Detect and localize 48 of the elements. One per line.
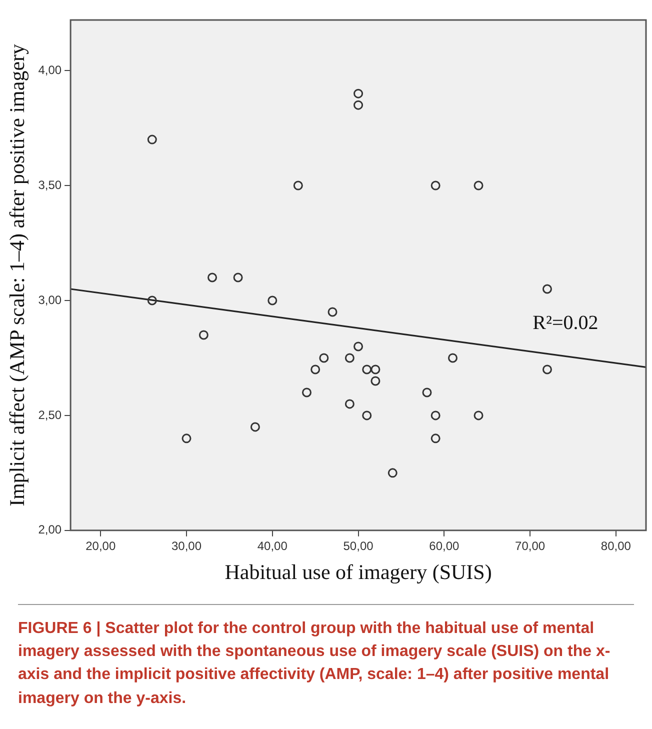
x-tick-label: 40,00 xyxy=(257,538,288,553)
annotation: R²=0.02 xyxy=(532,312,598,334)
point xyxy=(354,100,364,110)
x-tick-label: 50,00 xyxy=(343,538,374,553)
point xyxy=(370,376,380,386)
point xyxy=(328,307,338,317)
point xyxy=(302,388,312,398)
point xyxy=(542,364,552,374)
point xyxy=(147,134,157,144)
point xyxy=(250,422,260,432)
y-tick-label: 3,00 xyxy=(38,292,62,307)
y-axis-title: Implicit affect (AMP scale: 1–4) after positive imagery xyxy=(5,43,30,506)
y-tick-label: 3,50 xyxy=(38,178,62,192)
point xyxy=(430,434,440,444)
point xyxy=(370,364,380,374)
point xyxy=(354,342,364,352)
point xyxy=(448,353,458,363)
point xyxy=(542,284,552,294)
point xyxy=(293,180,303,190)
point xyxy=(388,468,398,478)
point xyxy=(362,364,372,374)
x-tick-label: 60,00 xyxy=(429,538,460,553)
point xyxy=(430,180,440,190)
point xyxy=(344,353,354,363)
point xyxy=(430,410,440,420)
point xyxy=(198,330,208,340)
y-tick-label: 2,00 xyxy=(38,522,62,537)
x-axis-title: Habitual use of imagery (SUIS) xyxy=(224,560,492,584)
point xyxy=(354,88,364,98)
point xyxy=(310,364,320,374)
point xyxy=(208,272,218,282)
x-tick-label: 30,00 xyxy=(171,538,202,553)
point xyxy=(344,399,354,409)
point xyxy=(362,410,372,420)
caption: FIGURE 6 | Scatter plot for the control group with the habitual use of mental imagery assessed with the spontaneous use of imagery scale (SUIS) on the x-axis and the implicit positive affectivity (AMP, scale: 1–4) after positive mental imagery on the y-axis. xyxy=(18,604,634,710)
y-tick-label: 2,50 xyxy=(38,408,62,422)
x-tick-label: 70,00 xyxy=(515,538,546,553)
point xyxy=(474,180,484,190)
y-tick-label: 4,00 xyxy=(38,62,62,77)
point xyxy=(182,434,192,444)
point xyxy=(319,353,329,363)
point xyxy=(268,296,278,306)
point xyxy=(422,388,432,398)
point xyxy=(474,410,484,420)
point xyxy=(233,272,243,282)
x-tick-label: 20,00 xyxy=(86,538,116,553)
point xyxy=(147,296,157,306)
x-tick-label: 80,00 xyxy=(600,538,632,553)
